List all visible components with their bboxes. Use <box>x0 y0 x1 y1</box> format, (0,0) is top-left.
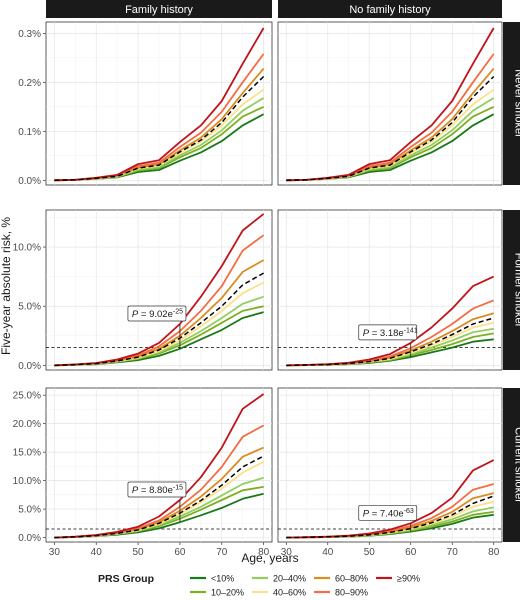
legend-label: 20–40% <box>273 574 306 584</box>
p-value-box <box>358 504 418 521</box>
legend-label: 80–90% <box>335 588 368 598</box>
p-symbol: P <box>132 309 139 320</box>
series-line-reference <box>54 75 265 182</box>
p-value-base: 3.18 <box>380 328 399 339</box>
x-tick-label: 70 <box>216 547 228 558</box>
axis-layer: Five-year absolute risk, % Age, years <box>0 217 299 565</box>
y-tick-label: 5.0% <box>18 302 41 313</box>
x-tick-label: 50 <box>133 547 145 558</box>
y-tick-label: 0.1% <box>18 127 41 138</box>
series-line-reference <box>286 317 494 367</box>
y-tick-label: 15.0% <box>13 448 41 459</box>
panel-current-smoker-family-history: P = 8.80e-15 0.0% 5.0% 10.0% 15.0% 20.0% 25.0%… <box>13 387 273 558</box>
p-value-exponent: -25 <box>173 308 183 315</box>
legend-item-80to90pct: 80–90% <box>314 588 368 598</box>
p-equals: = <box>369 328 380 339</box>
p-value-box <box>127 481 187 498</box>
p-value-exponent: -141 <box>404 327 418 334</box>
legend-item-lt10pct: <10% <box>190 574 234 584</box>
panel-layer: 0.0%0.1%0.2%0.3%P = 9.02e-250.0%5.0%10.0… <box>13 21 503 558</box>
y-tick-label: 0.3% <box>18 29 41 40</box>
p-value-label: P = 8.80e-15 <box>132 484 183 496</box>
x-tick-label: 30 <box>49 547 61 558</box>
p-equals: = <box>369 508 380 519</box>
p-symbol: P <box>132 485 139 496</box>
x-tick-label: 40 <box>322 547 334 558</box>
row-strip-label: Current smoker <box>513 427 520 503</box>
legend-item-10to20pct: 10–20% <box>190 588 244 598</box>
series-line-reference <box>286 495 494 539</box>
legend-label: 40–60% <box>273 588 306 598</box>
x-tick-label: 60 <box>174 547 186 558</box>
y-tick-label: 0.0% <box>18 533 41 544</box>
row-strip-label: Former smoker <box>513 253 520 328</box>
column-strip-family-history <box>46 0 272 18</box>
row-strip-label: Never smoker <box>513 69 520 138</box>
series-line-reference <box>286 75 495 182</box>
p-value-label: P = 3.18e-141 <box>363 327 418 339</box>
x-tick-label: 30 <box>281 547 293 558</box>
p-symbol: P <box>363 328 370 339</box>
panel-never-smoker-no-family-history <box>277 21 503 186</box>
column-strip-no-family-history <box>278 0 502 18</box>
y-tick-label: 10.0% <box>13 476 41 487</box>
p-value-base: 9.02 <box>149 309 168 320</box>
strip-layer: Family history No family history Never smo… <box>46 0 520 542</box>
p-equals: = <box>138 309 149 320</box>
p-value-exponent: -63 <box>404 508 414 515</box>
x-tick-label: 70 <box>447 547 459 558</box>
legend-item-ge90pct: ≥90% <box>376 574 420 584</box>
y-tick-label: 0.0% <box>18 176 41 187</box>
p-value-label: P = 7.40e-63 <box>363 508 414 520</box>
x-tick-label: 60 <box>405 547 417 558</box>
legend-title: PRS Group <box>98 573 154 585</box>
p-value-label: P = 9.02e-25 <box>132 308 183 320</box>
y-tick-label: 5.0% <box>18 505 41 516</box>
p-equals: = <box>138 485 149 496</box>
y-tick-label: 25.0% <box>13 391 41 402</box>
y-tick-label: 20.0% <box>13 419 41 430</box>
y-tick-label: 0.0% <box>18 361 41 372</box>
p-value-e: e <box>168 485 173 496</box>
row-strip-current-smoker <box>503 388 520 542</box>
legend-label: 10–20% <box>211 588 244 598</box>
panel-current-smoker-no-family-history: P = 7.40e-63 30 40 50 60 70 80 <box>277 387 503 558</box>
p-value-base: 8.80 <box>149 485 168 496</box>
x-tick-label: 50 <box>364 547 376 558</box>
legend-label: <10% <box>211 574 234 584</box>
p-value-e: e <box>168 309 173 320</box>
x-tick-label: 80 <box>488 547 500 558</box>
x-axis-title: Age, years <box>241 551 298 565</box>
x-tick-label: 80 <box>258 547 270 558</box>
y-tick-label: 10.0% <box>13 243 41 254</box>
p-value-e: e <box>398 328 403 339</box>
p-value-box <box>127 305 187 322</box>
legend: PRS Group <10% 10–20% 20–40% 40–60% 60–80% 80… <box>98 573 420 598</box>
legend-label: ≥90% <box>397 574 420 584</box>
row-strip-former-smoker <box>503 210 520 370</box>
p-symbol: P <box>363 508 370 519</box>
p-value-box <box>358 324 418 341</box>
column-strip-label: No family history <box>349 4 431 16</box>
legend-label: 60–80% <box>335 574 368 584</box>
y-tick-label: 0.2% <box>18 78 41 89</box>
p-value-e: e <box>398 508 403 519</box>
legend-item-60to80pct: 60–80% <box>314 574 368 584</box>
panel-former-smoker-family-history: P = 9.02e-25 0.0% 5.0% 10.0% <box>13 209 273 372</box>
panel-former-smoker-no-family-history: P = 3.18e-141 <box>277 209 503 371</box>
series-line-reference <box>54 455 264 539</box>
y-axis-title: Five-year absolute risk, % <box>0 217 13 355</box>
panel-never-smoker-family-history: 0.0% 0.1% 0.2% 0.3% <box>18 21 273 187</box>
p-value-exponent: -15 <box>173 484 183 491</box>
row-strip-never-smoker <box>503 22 520 185</box>
column-strip-label: Family history <box>125 4 193 16</box>
legend-item-40to60pct: 40–60% <box>252 588 306 598</box>
legend-item-20to40pct: 20–40% <box>252 574 306 584</box>
x-tick-label: 40 <box>91 547 103 558</box>
p-value-base: 7.40 <box>380 508 399 519</box>
series-line-reference <box>54 272 264 367</box>
